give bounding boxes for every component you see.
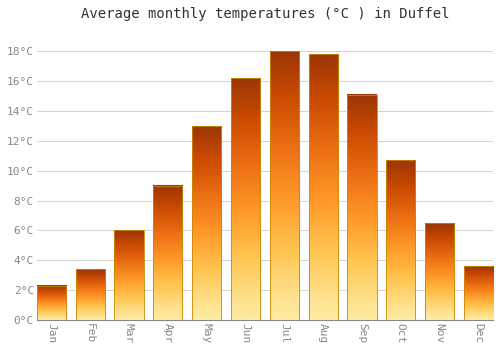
Bar: [308, 54, 338, 320]
Bar: [348, 95, 376, 320]
Bar: [270, 51, 299, 320]
Bar: [192, 126, 221, 320]
Bar: [425, 223, 454, 320]
Bar: [153, 186, 182, 320]
Bar: [76, 269, 104, 320]
Bar: [36, 286, 66, 320]
Bar: [231, 78, 260, 320]
Title: Average monthly temperatures (°C ) in Duffel: Average monthly temperatures (°C ) in Du…: [80, 7, 449, 21]
Bar: [464, 266, 493, 320]
Bar: [114, 231, 144, 320]
Bar: [386, 160, 416, 320]
